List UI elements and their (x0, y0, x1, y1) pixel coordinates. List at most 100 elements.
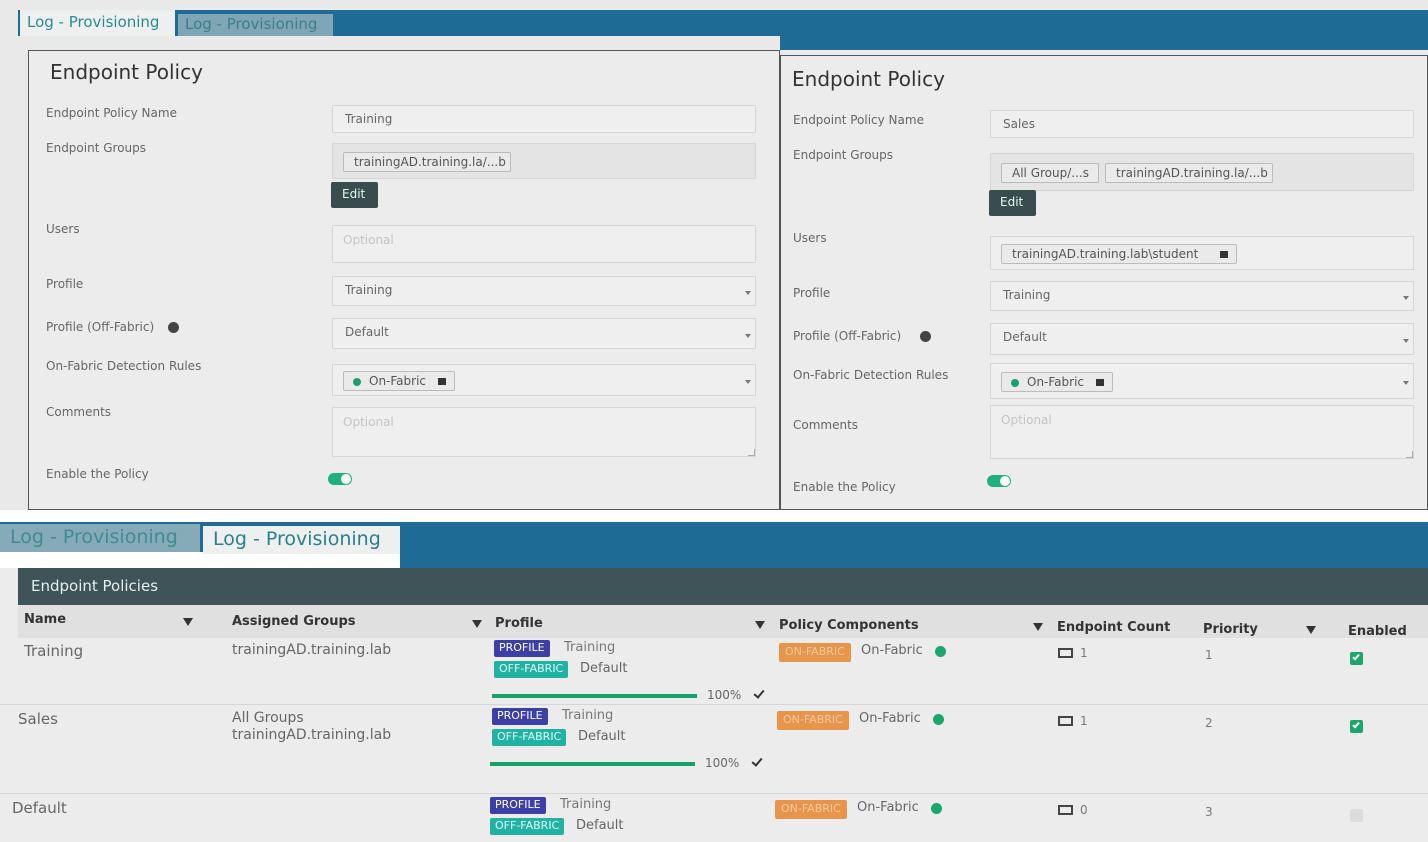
column-header[interactable]: Priority (1203, 622, 1258, 637)
input-value: Sales (1003, 117, 1035, 131)
profile-value: Training (562, 708, 614, 723)
tag: All Group/...s (1001, 163, 1099, 183)
status-ok (935, 646, 946, 657)
component-value: On-Fabric (857, 800, 919, 815)
progress-label: 100% (705, 756, 740, 770)
field-label: Profile (46, 277, 84, 291)
edit-button[interactable]: Edit (989, 190, 1036, 216)
resize-grip (1406, 451, 1413, 458)
input-box[interactable]: Training (990, 281, 1414, 311)
tag-text: trainingAD.training.la/...b (1116, 166, 1268, 180)
profile-value: Training (564, 640, 616, 655)
filter-icon[interactable] (1306, 625, 1316, 634)
input-box[interactable]: trainingAD.training.lab\student (990, 236, 1414, 270)
input-value: Training (345, 112, 393, 126)
field-label: Profile (793, 286, 831, 300)
cell-name[interactable]: Sales (18, 710, 58, 728)
cell-name[interactable]: Default (12, 799, 67, 817)
input-value: Training (345, 283, 393, 297)
field-label: Endpoint Policy Name (46, 106, 177, 120)
column-header[interactable]: Profile (495, 616, 543, 631)
filter-icon[interactable] (755, 621, 765, 629)
info-icon (168, 322, 179, 333)
input-value: Default (345, 325, 389, 339)
priority: 1 (1205, 648, 1213, 662)
edit-button[interactable]: Edit (331, 182, 378, 208)
column-header[interactable]: Endpoint Count (1057, 620, 1171, 635)
dropdown-caret (1403, 381, 1409, 385)
check-mark (1352, 720, 1360, 729)
off-fabric-value: Default (580, 661, 628, 676)
tab-strip-right (400, 540, 1428, 568)
info-icon (920, 331, 931, 342)
enabled-checkbox[interactable] (1350, 720, 1363, 733)
tag: trainingAD.training.la/...b (1105, 163, 1273, 183)
placeholder: Optional (343, 415, 394, 429)
tag-remove[interactable] (1096, 379, 1104, 386)
column-header[interactable]: Name (24, 612, 67, 627)
field-label: Enable the Policy (793, 480, 896, 494)
field-label: Endpoint Groups (46, 141, 147, 155)
row-divider (0, 793, 1428, 794)
endpoint-count: 0 (1080, 803, 1088, 817)
input-box[interactable]: Optional (332, 225, 756, 263)
field-label: Comments (793, 418, 859, 432)
filter-icon[interactable] (183, 618, 193, 626)
profile-value: Training (560, 797, 612, 812)
enabled-checkbox[interactable] (1350, 652, 1363, 665)
enabled-checkbox[interactable] (1350, 809, 1363, 822)
row-divider (0, 704, 1428, 705)
off-fabric-value: Default (578, 729, 626, 744)
dropdown-caret (745, 291, 751, 295)
profile-badge: PROFILE (492, 708, 548, 725)
input-box[interactable]: Sales (990, 110, 1414, 138)
panel-header: Endpoint Policies (18, 568, 1428, 605)
field-label: Endpoint Groups (793, 148, 894, 162)
tab[interactable]: Log - Provisioning (0, 524, 200, 552)
input-box[interactable]: Default (332, 318, 756, 349)
input-box[interactable]: Optional (990, 405, 1414, 459)
input-box[interactable]: Training (332, 105, 756, 133)
resize-grip (748, 449, 755, 456)
input-box[interactable]: All Group/...s trainingAD.training.la/...… (990, 153, 1414, 191)
profile-badge: PROFILE (490, 797, 546, 814)
tag-remove[interactable] (1220, 251, 1228, 258)
status-ok (931, 803, 942, 814)
off-fabric-badge: OFF-FABRIC (492, 729, 567, 746)
tag-text: All Group/...s (1012, 166, 1089, 180)
dropdown-caret (745, 333, 751, 338)
tag-remove[interactable] (438, 378, 446, 385)
tab[interactable]: Log - Provisioning (178, 14, 333, 36)
input-box[interactable]: Optional (332, 407, 756, 457)
tab[interactable]: Log - Provisioning (20, 10, 175, 36)
column-header[interactable]: Enabled (1348, 624, 1407, 639)
input-box[interactable]: Default (990, 323, 1414, 355)
progress-bar (490, 762, 695, 766)
column-header[interactable]: Assigned Groups (232, 614, 356, 629)
filter-icon[interactable] (472, 619, 482, 628)
field-label: Enable the Policy (46, 467, 149, 481)
column-header[interactable]: Policy Components (779, 618, 919, 633)
header-row (18, 605, 1428, 638)
progress-track (492, 694, 697, 698)
cell-group: trainingAD.training.lab (232, 727, 392, 743)
tab[interactable]: Log - Provisioning (203, 526, 400, 554)
tag-text: On-Fabric (1027, 375, 1085, 389)
toggle[interactable] (987, 475, 1011, 487)
placeholder: Optional (343, 233, 394, 247)
cell-name[interactable]: Training (24, 642, 84, 660)
input-box[interactable]: Training (332, 276, 756, 306)
input-value: Training (1003, 288, 1051, 302)
input-box[interactable]: trainingAD.training.la/...b (332, 143, 756, 179)
toggle[interactable] (328, 473, 352, 485)
tag: trainingAD.training.lab\student (1001, 244, 1237, 264)
input-box[interactable]: On-Fabric (332, 364, 756, 396)
toggle-knob (341, 474, 351, 484)
field-label: Users (793, 231, 827, 245)
input-box[interactable]: On-Fabric (990, 363, 1414, 399)
on-fabric-badge: ON-FABRIC (775, 800, 847, 819)
tag: On-Fabric (343, 371, 455, 391)
filter-icon[interactable] (1033, 622, 1043, 631)
dropdown-caret (1403, 339, 1409, 343)
